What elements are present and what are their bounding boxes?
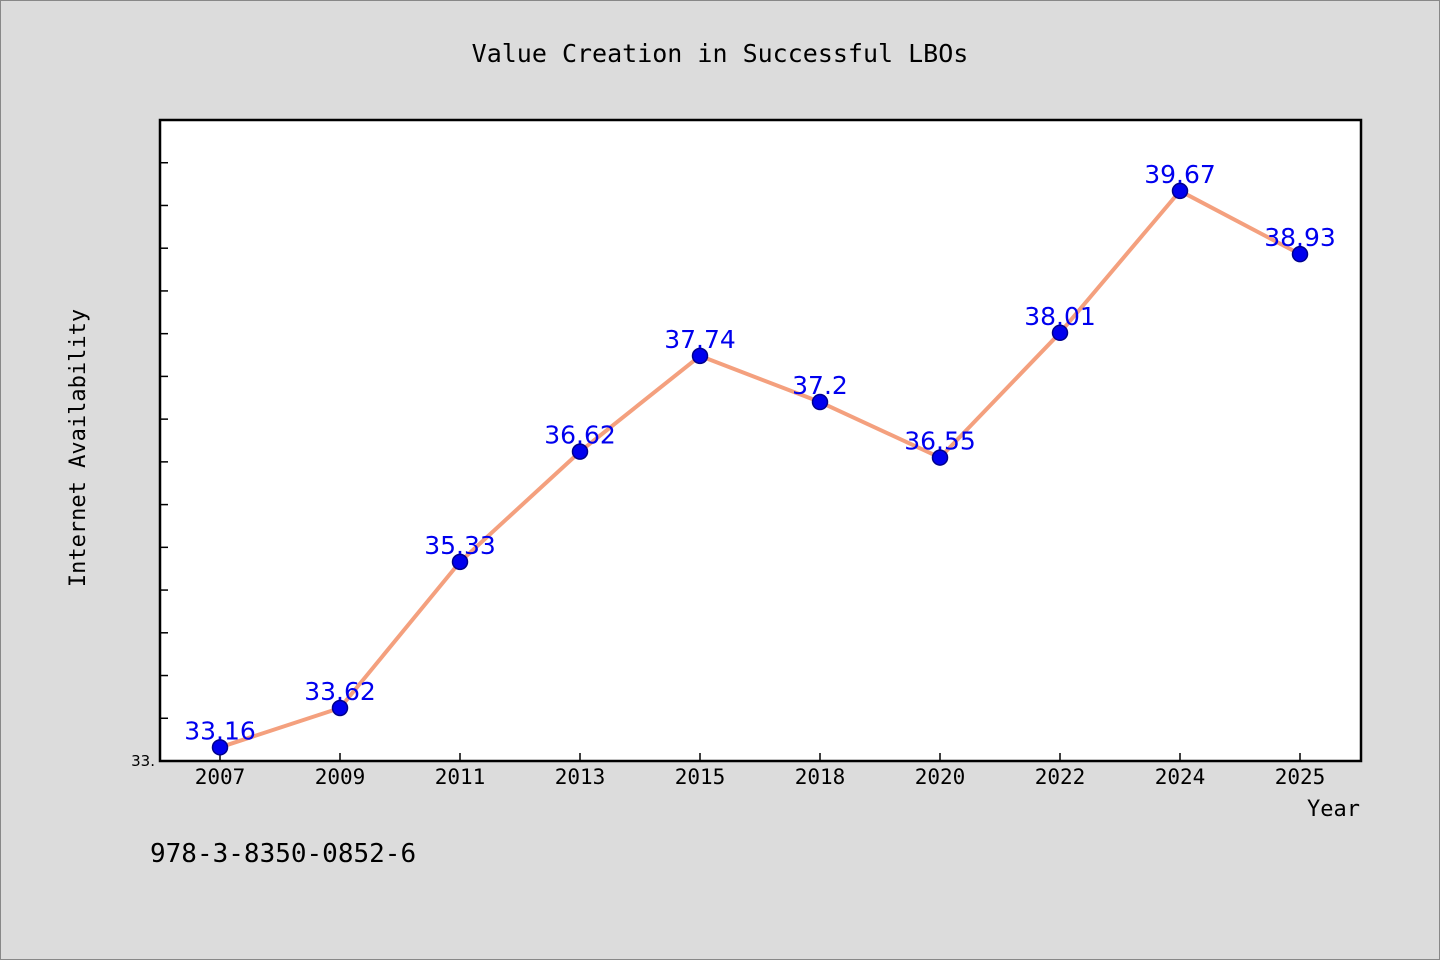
data-label: 33.16: [184, 716, 256, 745]
x-tick-label: 2025: [1275, 765, 1326, 789]
x-tick-label: 2024: [1155, 765, 1206, 789]
x-tick-label: 2020: [915, 765, 966, 789]
data-label: 36.55: [904, 427, 976, 456]
data-label: 36.62: [544, 421, 616, 450]
series-line: [218, 188, 1302, 750]
x-axis-ticks: 2007 2009 2011 2013 2015 2018 2020 2022 2024 2025: [195, 753, 1326, 789]
y-tick-label: 33.: [131, 752, 155, 770]
data-point: [691, 347, 709, 365]
data-label: 39.67: [1144, 160, 1216, 189]
plot-area: [158, 118, 1363, 763]
isbn-text: 978-3-8350-0852-6: [150, 839, 416, 869]
data-label: 37.2: [792, 371, 848, 400]
data-point: [931, 449, 949, 466]
data-point: [1051, 324, 1069, 342]
data-label: 37.74: [664, 325, 736, 354]
data-point: [211, 739, 229, 756]
data-point: [1171, 182, 1189, 200]
data-label: 33.62: [304, 677, 376, 706]
chart-title: Value Creation in Successful LBOs: [472, 39, 969, 68]
data-point: [811, 393, 829, 411]
y-axis-label: Internet Availability: [66, 309, 91, 587]
data-label: 38.01: [1024, 302, 1096, 331]
data-point: [571, 443, 589, 460]
y-axis-ticks: [160, 119, 168, 762]
data-label: 35.33: [424, 531, 496, 560]
data-point: [1291, 245, 1309, 263]
x-tick-label: 2018: [795, 765, 846, 789]
x-axis-label: Year: [1307, 797, 1360, 822]
data-point: [331, 699, 349, 717]
x-tick-label: 2009: [315, 765, 366, 789]
x-tick-label: 2011: [435, 765, 486, 789]
series-layer: 33.16 33.62 35.33 36.62 37.74 37.2 36.55 38.01 3…: [184, 160, 1336, 756]
data-point: [451, 553, 469, 571]
x-tick-label: 2013: [555, 765, 606, 789]
x-tick-label: 2015: [675, 765, 726, 789]
x-tick-label: 2007: [195, 765, 246, 789]
x-tick-label: 2022: [1035, 765, 1086, 789]
data-label: 38.93: [1264, 223, 1336, 252]
